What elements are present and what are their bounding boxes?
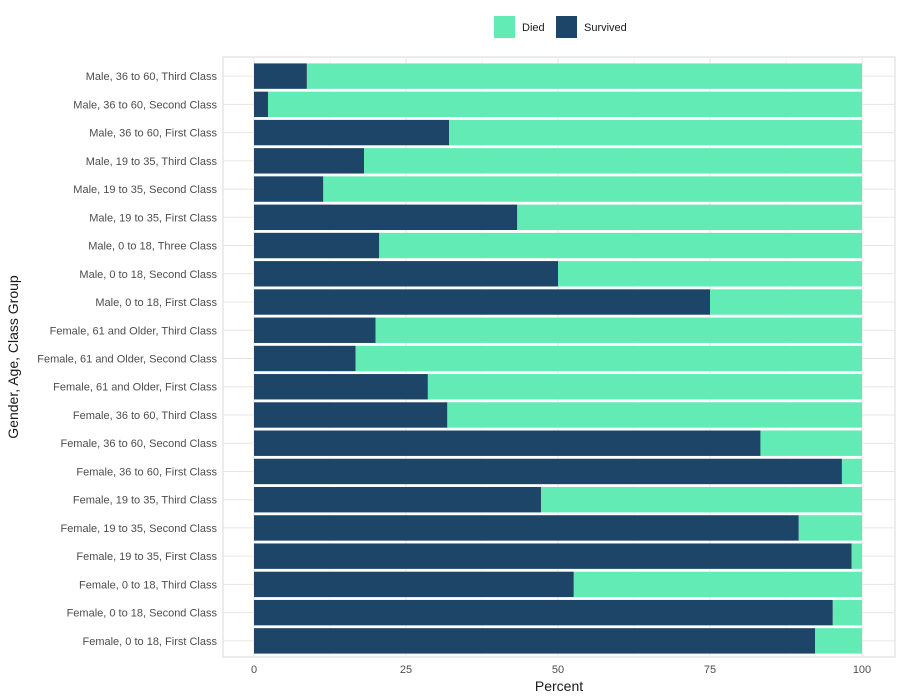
bar-died (710, 289, 862, 315)
bar-survived (254, 232, 380, 259)
y-tick-label: Female, 36 to 60, Third Class (73, 410, 218, 422)
bar-died (375, 317, 862, 343)
y-axis-title: Gender, Age, Class Group (5, 275, 21, 439)
bar-survived (254, 176, 324, 202)
y-tick-label: Male, 36 to 60, Second Class (73, 99, 217, 111)
bar-died (573, 571, 862, 598)
legend-swatch-survived (556, 16, 577, 38)
legend-label-died: Died (522, 22, 545, 34)
bar-died (427, 374, 862, 400)
legend-swatch-died (494, 16, 515, 38)
x-tick-label: 75 (704, 664, 716, 676)
y-tick-label: Male, 19 to 35, Third Class (86, 156, 218, 168)
bar-survived (254, 63, 307, 89)
bar-survived (254, 119, 450, 146)
bar-survived (254, 543, 852, 569)
y-tick-label: Female, 61 and Older, Third Class (50, 325, 218, 337)
bar-died (851, 543, 862, 569)
y-tick-label: Male, 0 to 18, Second Class (79, 269, 217, 281)
bar-died (760, 430, 862, 456)
bar-survived (254, 628, 816, 654)
y-tick-label: Male, 0 to 18, Three Class (88, 241, 217, 253)
y-tick-label: Male, 19 to 35, First Class (89, 212, 217, 224)
y-tick-label: Female, 0 to 18, Third Class (79, 579, 217, 591)
bar-survived (254, 571, 574, 598)
bar-survived (254, 345, 356, 372)
y-tick-label: Female, 36 to 60, First Class (76, 466, 217, 478)
x-tick-label: 25 (400, 664, 412, 676)
y-tick-label: Female, 19 to 35, Second Class (60, 523, 217, 535)
y-tick-label: Male, 0 to 18, First Class (95, 297, 217, 309)
y-tick-label: Male, 36 to 60, Third Class (86, 71, 218, 83)
y-tick-label: Female, 19 to 35, First Class (76, 551, 217, 563)
bar-died (558, 261, 862, 287)
y-tick-label: Female, 0 to 18, First Class (83, 636, 218, 648)
x-axis-title: Percent (535, 678, 583, 694)
y-tick-label: Female, 19 to 35, Third Class (73, 495, 218, 507)
bar-died (267, 91, 862, 118)
bar-survived (254, 430, 761, 456)
bar-survived (254, 317, 376, 343)
bar-survived (254, 486, 541, 513)
bar-survived (254, 458, 842, 485)
bar-died (323, 176, 862, 202)
bar-died (379, 232, 862, 259)
bar-died (517, 204, 862, 231)
bar-survived (254, 204, 518, 231)
y-tick-label: Female, 36 to 60, Second Class (60, 438, 217, 450)
bar-survived (254, 402, 448, 428)
bar-survived (254, 289, 710, 315)
bar-died (841, 458, 862, 485)
bar-survived (254, 91, 268, 118)
bar-died (815, 628, 862, 654)
bar-survived (254, 374, 428, 400)
y-tick-label: Male, 36 to 60, First Class (89, 128, 217, 140)
bar-died (306, 63, 862, 89)
bar-died (540, 486, 862, 513)
y-tick-label: Male, 19 to 35, Second Class (73, 184, 217, 196)
bar-died (355, 345, 862, 372)
y-tick-label: Female, 61 and Older, Second Class (37, 354, 217, 366)
legend-label-survived: Survived (584, 22, 627, 34)
bar-died (832, 599, 862, 626)
bars (254, 63, 862, 654)
legend: Died Survived (494, 16, 627, 38)
bar-survived (254, 148, 365, 174)
bar-died (447, 402, 862, 428)
x-tick-label: 50 (552, 664, 564, 676)
x-axis-tick-labels: 0 25 50 75 100 (251, 664, 871, 676)
y-tick-label: Female, 61 and Older, First Class (53, 382, 217, 394)
y-tick-label: Female, 0 to 18, Second Class (67, 608, 218, 620)
x-tick-label: 100 (853, 664, 871, 676)
bar-survived (254, 515, 799, 541)
bar-survived (254, 599, 833, 626)
bar-died (364, 148, 862, 174)
bar-died (798, 515, 862, 541)
bar-died (449, 119, 862, 146)
x-tick-label: 0 (251, 664, 257, 676)
bar-survived (254, 261, 558, 287)
y-axis-tick-labels: Female, 0 to 18, First Class Female, 0 to… (37, 71, 217, 648)
